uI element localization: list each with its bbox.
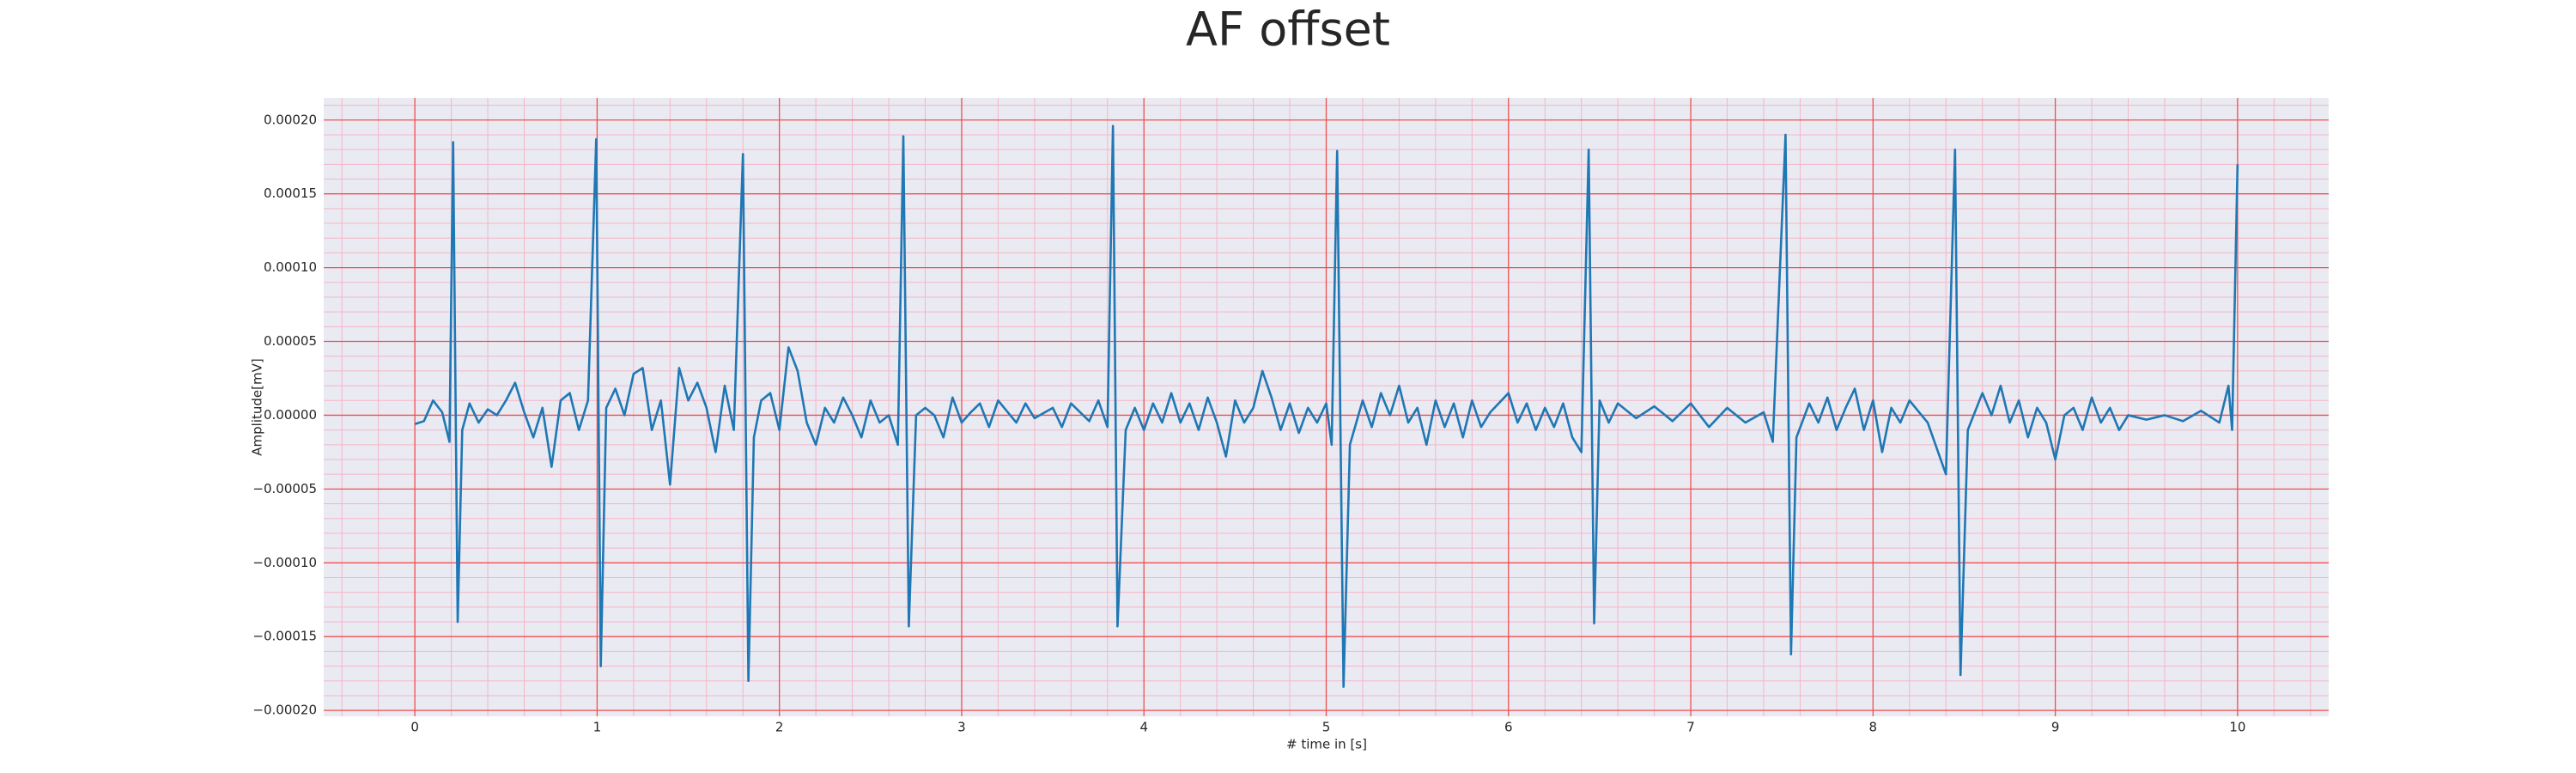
x-axis-label: # time in [s] (1286, 737, 1367, 752)
y-tick-label: −0.00015 (252, 629, 317, 644)
x-tick-label: 5 (1322, 720, 1331, 735)
y-tick-label: 0.00005 (264, 333, 317, 349)
y-axis-label: Amplitude[mV] (250, 358, 265, 455)
y-tick-label: 0.00000 (264, 407, 317, 423)
x-tick-label: 4 (1139, 720, 1148, 735)
x-tick-label: 8 (1869, 720, 1878, 735)
data-line (414, 125, 2239, 688)
x-tick-label: 2 (775, 720, 784, 735)
x-tick-label: 10 (2229, 720, 2245, 735)
y-tick-label: −0.00010 (252, 555, 317, 570)
x-tick-label: 6 (1504, 720, 1513, 735)
x-tick-label: 1 (593, 720, 602, 735)
x-tick-label: 7 (1686, 720, 1695, 735)
x-tick-label: 0 (410, 720, 419, 735)
y-tick-label: 0.00010 (264, 259, 317, 275)
y-tick-label: 0.00015 (264, 186, 317, 201)
y-tick-label: 0.00020 (264, 112, 317, 127)
x-tick-label: 3 (957, 720, 966, 735)
x-tick-label: 9 (2051, 720, 2060, 735)
chart-title: AF offset (1186, 3, 1390, 57)
y-tick-label: −0.00005 (252, 481, 317, 496)
y-tick-label: −0.00020 (252, 703, 317, 718)
